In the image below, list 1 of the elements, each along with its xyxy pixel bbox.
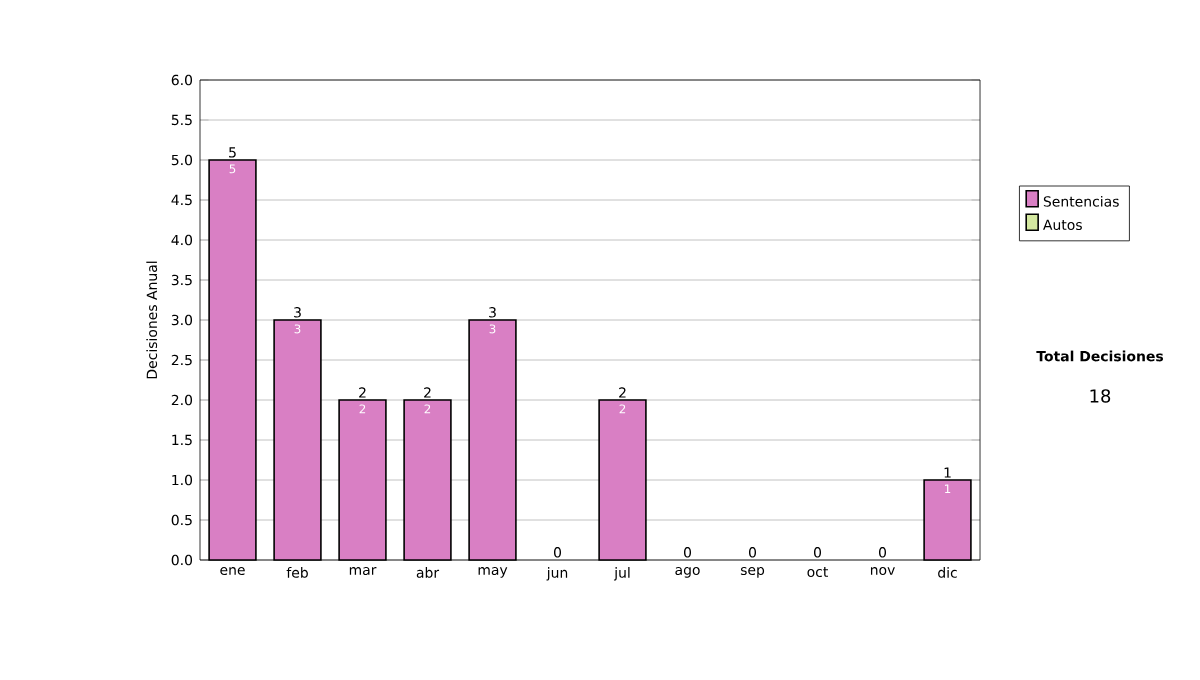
text: 18 (1090, 389, 1111, 403)
